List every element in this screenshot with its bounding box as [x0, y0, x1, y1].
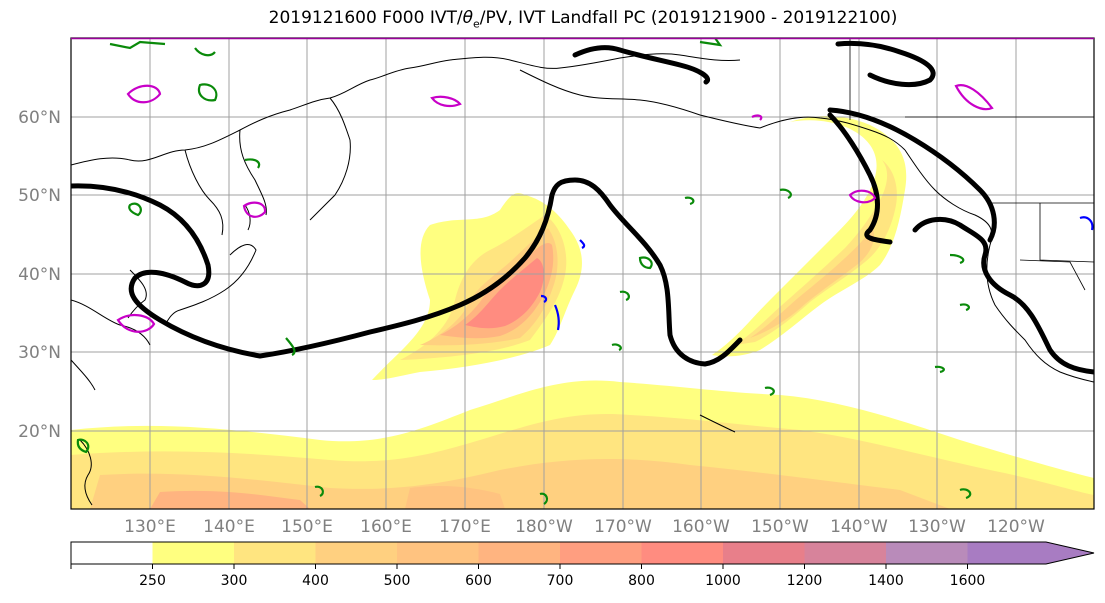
- lon-label: 180°W: [515, 517, 573, 537]
- magenta-contours: [116, 84, 994, 333]
- ivt-shading-western-river: [372, 193, 582, 380]
- lon-label: 150°W: [751, 517, 809, 537]
- coastlines: [71, 38, 1094, 506]
- colorbar-segment: [71, 542, 153, 564]
- colorbar-tick-label: 1600: [950, 573, 986, 589]
- lon-label: 130°E: [124, 517, 176, 537]
- colorbar-tick-label: 800: [628, 573, 655, 589]
- colorbar-segment: [315, 542, 398, 564]
- lon-label: 140°E: [203, 517, 255, 537]
- lon-label: 170°W: [594, 517, 652, 537]
- map-content: [71, 38, 1094, 509]
- colorbar-segment: [560, 542, 642, 564]
- colorbar-tick-label: 1000: [705, 573, 741, 589]
- colorbar-segment: [804, 542, 887, 564]
- latitude-labels: 60°N 50°N 40°N 30°N 20°N: [18, 108, 61, 442]
- colorbar-segment: [152, 542, 235, 564]
- colorbar-tick-label: 300: [221, 573, 248, 589]
- colorbar-segment: [234, 542, 316, 564]
- lon-label: 170°E: [439, 517, 491, 537]
- lat-label: 60°N: [18, 108, 61, 128]
- colorbar-tick-label: 1400: [868, 573, 904, 589]
- lon-label: 130°W: [908, 517, 966, 537]
- lon-label: 150°E: [281, 517, 333, 537]
- lon-label: 160°W: [672, 517, 730, 537]
- lat-label: 40°N: [18, 265, 61, 285]
- ivt-shading-tropical-band: [71, 380, 1094, 509]
- colorbar-tick-label: 250: [139, 573, 166, 589]
- colorbar-tick-label: 500: [384, 573, 411, 589]
- colorbar-tick-label: 700: [547, 573, 574, 589]
- colorbar-segment: [478, 542, 561, 564]
- colorbar-segment: [723, 542, 805, 564]
- colorbar-tick-label: 600: [465, 573, 492, 589]
- colorbar-tick-label: 400: [302, 573, 329, 589]
- colorbar-outline: [70, 541, 1095, 565]
- chart-title: 2019121600 F000 IVT/θe/PV, IVT Landfall …: [268, 8, 898, 31]
- colorbar-segment: [641, 542, 724, 564]
- lat-label: 50°N: [18, 186, 61, 206]
- lon-label: 120°W: [987, 517, 1045, 537]
- lat-label: 20°N: [18, 422, 61, 442]
- longitude-labels: 130°E 140°E 150°E 160°E 170°E 180°W 170°…: [124, 517, 1045, 537]
- lat-label: 30°N: [18, 343, 61, 363]
- blue-contours: [540, 216, 1094, 331]
- colorbar-extend-arrow: [967, 542, 1094, 564]
- colorbar-segment: [886, 542, 968, 564]
- lon-label: 160°E: [360, 517, 412, 537]
- colorbar: 250 300 400 500 600 700 800 1000 1200 1400 1600: [70, 541, 1095, 589]
- lon-label: 140°W: [830, 517, 888, 537]
- green-contours: [76, 38, 972, 505]
- colorbar-tick-label: 1200: [787, 573, 823, 589]
- black-contour: [71, 40, 1094, 375]
- colorbar-segment: [397, 542, 479, 564]
